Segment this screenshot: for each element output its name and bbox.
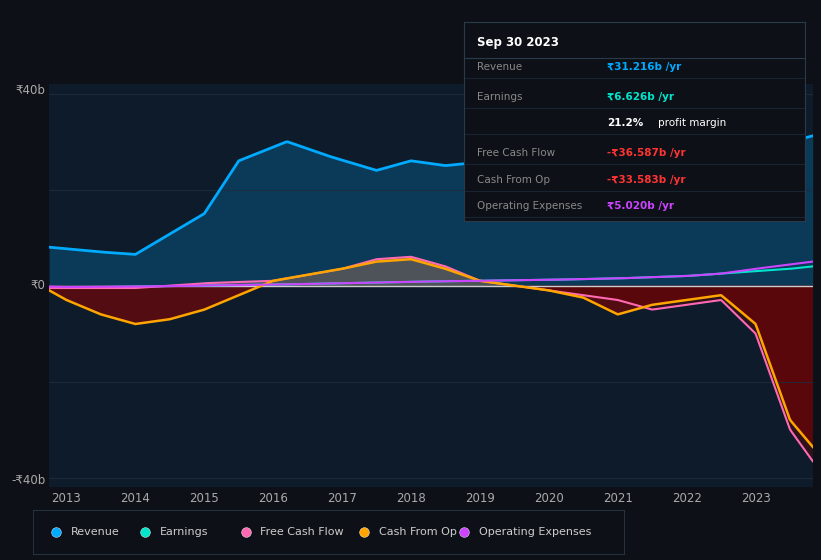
Text: ₹40b: ₹40b — [16, 84, 45, 97]
Text: Sep 30 2023: Sep 30 2023 — [478, 36, 559, 49]
Text: profit margin: profit margin — [658, 118, 727, 128]
Text: Revenue: Revenue — [71, 527, 120, 537]
Text: Cash From Op: Cash From Op — [378, 527, 456, 537]
Text: -₹36.587b /yr: -₹36.587b /yr — [607, 148, 686, 158]
Text: Operating Expenses: Operating Expenses — [478, 202, 583, 211]
Text: ₹6.626b /yr: ₹6.626b /yr — [607, 92, 674, 102]
Text: Operating Expenses: Operating Expenses — [479, 527, 591, 537]
Text: -₹33.583b /yr: -₹33.583b /yr — [607, 175, 686, 185]
Text: ₹5.020b /yr: ₹5.020b /yr — [607, 202, 674, 211]
Text: Free Cash Flow: Free Cash Flow — [478, 148, 556, 158]
Text: Revenue: Revenue — [478, 62, 523, 72]
Text: Cash From Op: Cash From Op — [478, 175, 551, 185]
Text: 21.2%: 21.2% — [607, 118, 643, 128]
Text: Free Cash Flow: Free Cash Flow — [260, 527, 344, 537]
Text: Earnings: Earnings — [478, 92, 523, 102]
Text: ₹31.216b /yr: ₹31.216b /yr — [607, 62, 681, 72]
Text: Earnings: Earnings — [160, 527, 209, 537]
Text: ₹0: ₹0 — [30, 279, 45, 292]
Text: -₹40b: -₹40b — [11, 474, 45, 487]
